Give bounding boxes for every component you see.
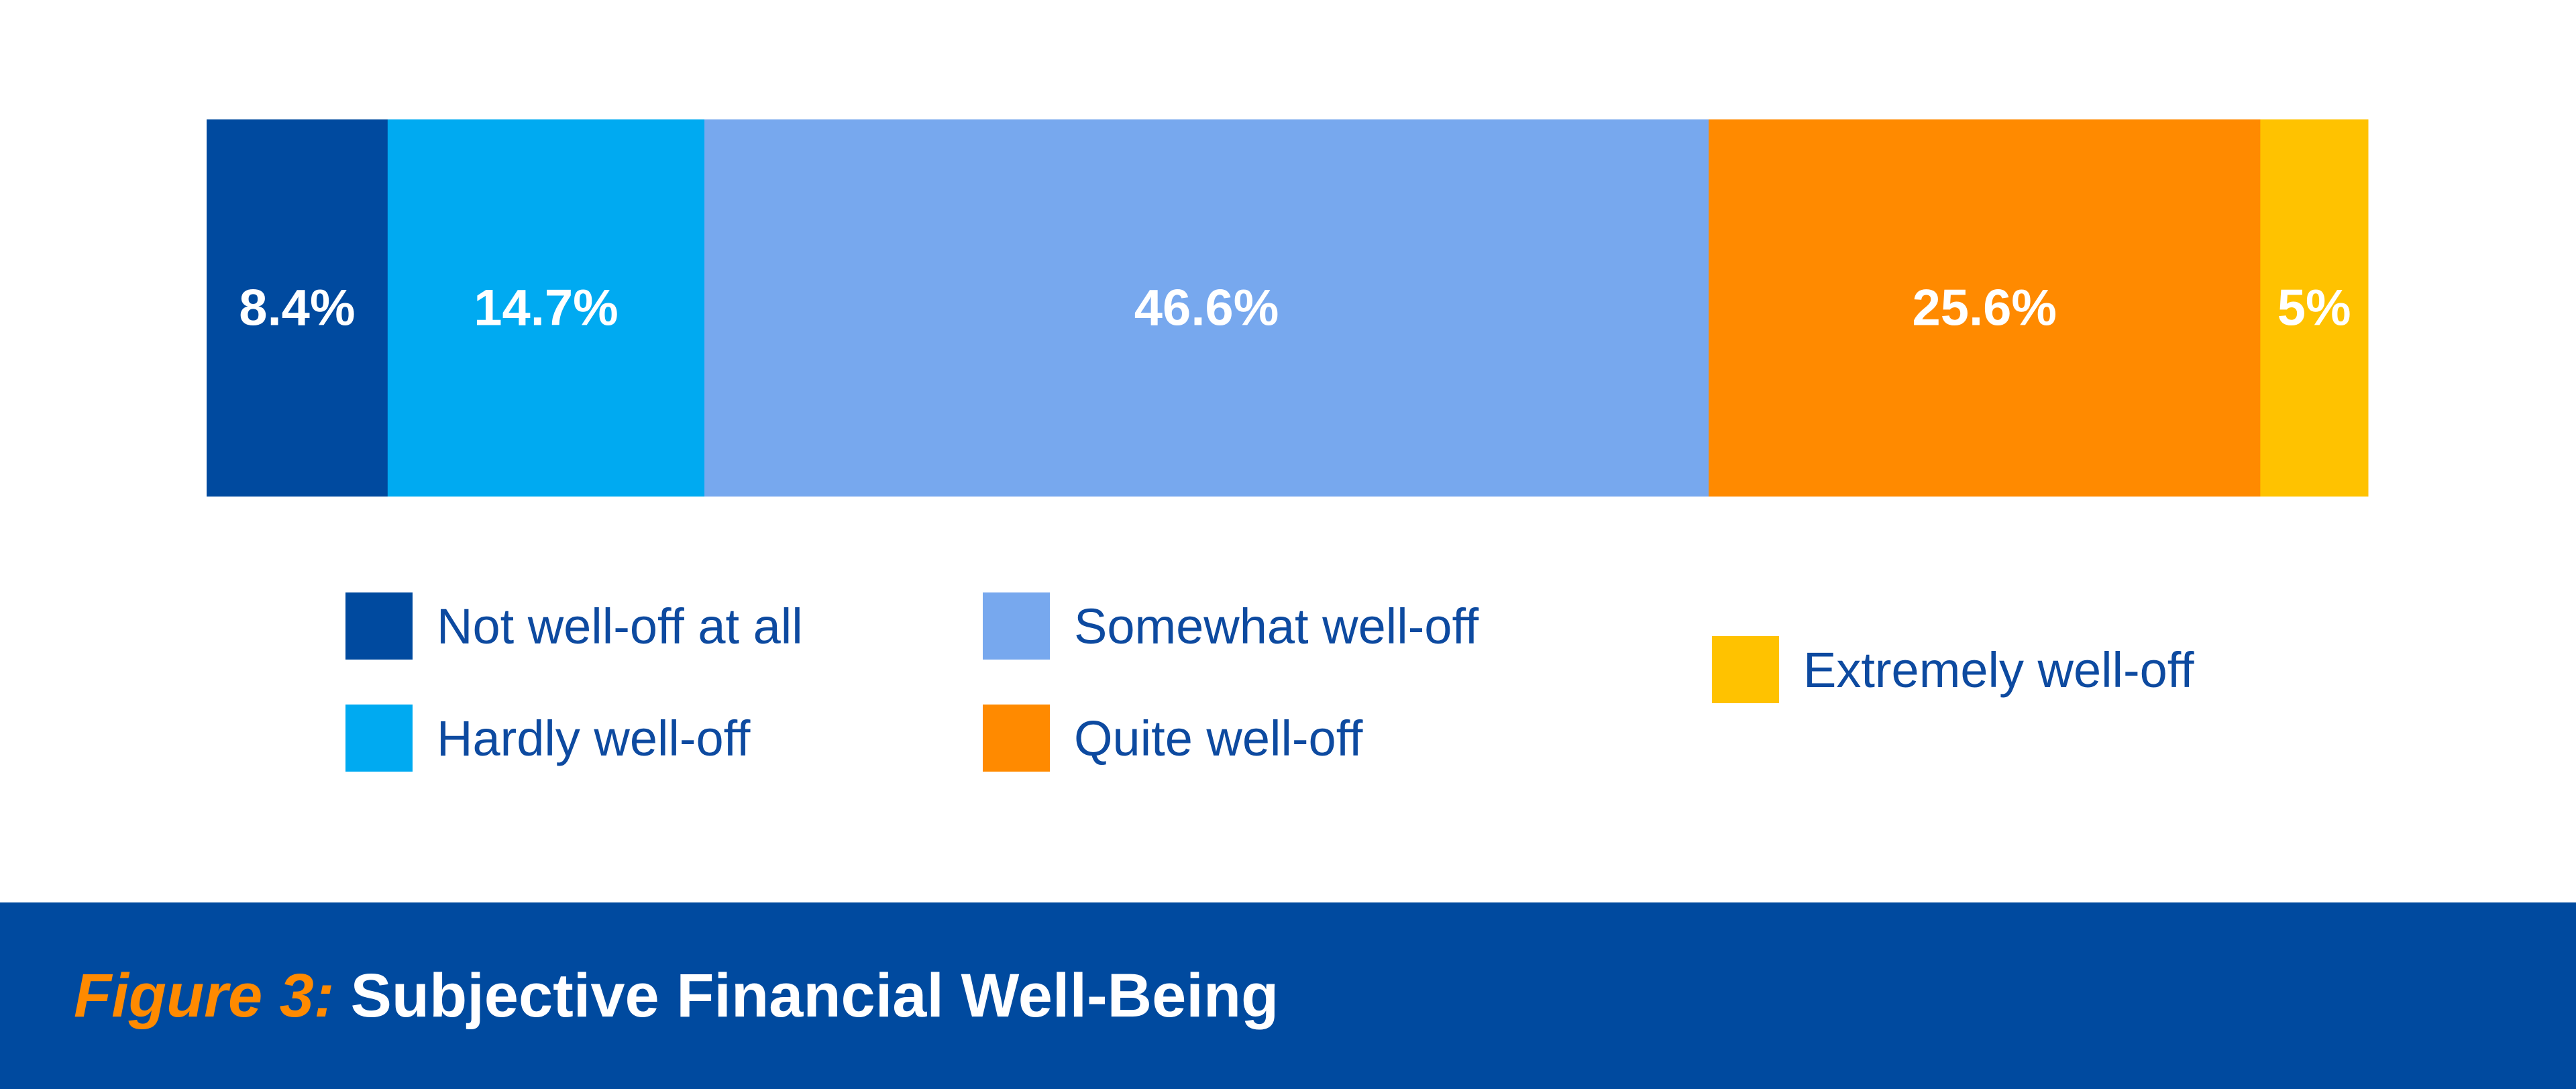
figure-number: Figure 3: bbox=[74, 961, 335, 1030]
stacked-bar-chart: 8.4% 14.7% 46.6% 25.6% 5% bbox=[207, 119, 2369, 497]
legend-swatch bbox=[345, 705, 413, 772]
legend-item-quite-well-off: Quite well-off bbox=[983, 705, 1363, 772]
legend-swatch bbox=[1712, 636, 1779, 703]
data-label-0: 8.4% bbox=[239, 280, 355, 337]
legend-label: Quite well-off bbox=[1074, 710, 1363, 766]
legend-item-not-well-off-at-all: Not well-off at all bbox=[345, 592, 803, 660]
legend-swatch bbox=[983, 592, 1050, 660]
figure-caption: Figure 3: Subjective Financial Well-Bein… bbox=[74, 902, 1279, 1089]
data-label-4: 5% bbox=[2277, 280, 2351, 337]
legend-item-extremely-well-off: Extremely well-off bbox=[1712, 636, 2194, 703]
legend-label: Somewhat well-off bbox=[1074, 598, 1479, 654]
legend-label: Extremely well-off bbox=[1803, 641, 2194, 698]
bar-segment-0 bbox=[207, 119, 388, 497]
legend-swatch bbox=[983, 705, 1050, 772]
stacked-bar: 8.4% 14.7% 46.6% 25.6% 5% bbox=[207, 119, 2369, 497]
figure-caption-bar: Figure 3: Subjective Financial Well-Bein… bbox=[0, 902, 2576, 1089]
legend-item-somewhat-well-off: Somewhat well-off bbox=[983, 592, 1479, 660]
legend-item-hardly-well-off: Hardly well-off bbox=[345, 705, 750, 772]
bar-segment-3 bbox=[1709, 119, 2261, 497]
figure-title: Subjective Financial Well-Being bbox=[350, 961, 1279, 1030]
bar-segment-2 bbox=[704, 119, 1709, 497]
bar-segment-4 bbox=[2260, 119, 2369, 497]
legend-label: Hardly well-off bbox=[437, 710, 751, 766]
bar-segment-1 bbox=[387, 119, 705, 497]
legend-swatch bbox=[345, 592, 413, 660]
chart-legend: Not well-off at all Hardly well-off Some… bbox=[345, 592, 2194, 772]
legend-label: Not well-off at all bbox=[437, 598, 803, 654]
data-label-1: 14.7% bbox=[474, 280, 619, 337]
data-label-2: 46.6% bbox=[1134, 280, 1279, 337]
data-label-3: 25.6% bbox=[1912, 280, 2057, 337]
